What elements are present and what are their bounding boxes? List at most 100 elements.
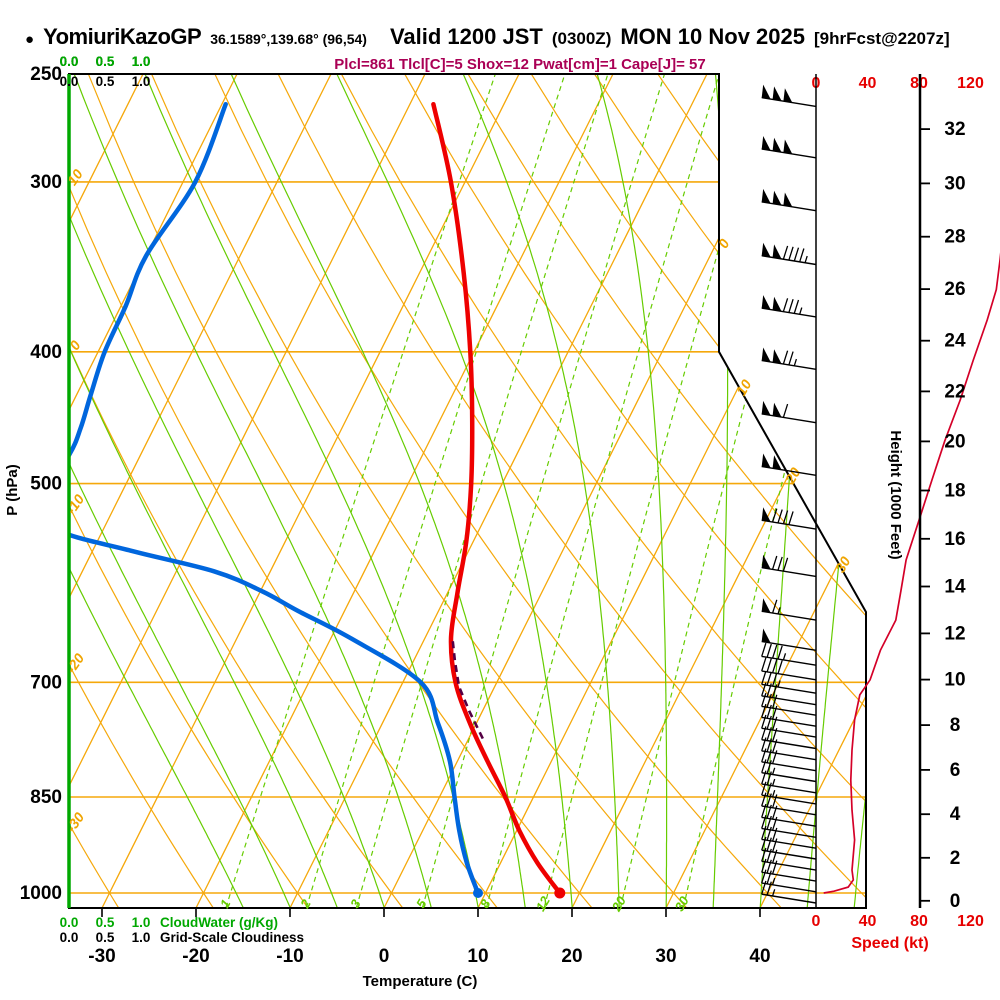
valid-time: Valid 1200 JST (389, 24, 543, 49)
svg-text:Height (1000 Feet): Height (1000 Feet) (887, 430, 904, 559)
bullet-icon: ● (25, 31, 35, 48)
valid-date: MON 10 Nov 2025 (620, 24, 805, 49)
svg-text:0.5: 0.5 (96, 74, 115, 89)
svg-text:CloudWater (g/Kg): CloudWater (g/Kg) (160, 915, 278, 930)
svg-text:-20: -20 (182, 946, 209, 967)
surface-temp-dot (554, 887, 566, 899)
svg-text:24: 24 (944, 331, 966, 352)
svg-text:-20: -20 (63, 650, 88, 676)
cloudwater-scale-bottom: 0.0 0.5 1.0 CloudWater (g/Kg) (60, 915, 278, 930)
svg-text:4: 4 (950, 804, 961, 825)
svg-text:1.0: 1.0 (132, 54, 151, 69)
svg-text:26: 26 (944, 279, 965, 300)
svg-text:20: 20 (944, 431, 965, 452)
svg-text:12: 12 (533, 893, 554, 914)
cloudiness-scale-top: 0.0 0.5 1.0 (60, 74, 151, 89)
svg-text:1.0: 1.0 (132, 915, 151, 930)
station-coordinates: 36.1589°,139.68° (96,54) (210, 31, 367, 47)
svg-text:0: 0 (715, 236, 733, 251)
svg-text:1.0: 1.0 (132, 54, 151, 69)
svg-text:0.5: 0.5 (96, 915, 115, 930)
svg-text:10: 10 (467, 946, 488, 967)
svg-text:1.0: 1.0 (132, 54, 151, 69)
svg-text:8: 8 (950, 715, 961, 736)
forecast-hour: [9hrFcst@2207z] (814, 29, 950, 48)
svg-text:10: 10 (64, 166, 86, 188)
svg-text:300: 300 (30, 172, 62, 193)
svg-text:32: 32 (944, 119, 965, 140)
dewpoint-curve (69, 101, 481, 896)
svg-text:0: 0 (379, 946, 390, 967)
surface-dewpoint-dot (473, 888, 483, 898)
mixing-ratio-lines (225, 74, 866, 908)
svg-text:120: 120 (957, 913, 984, 930)
svg-text:40: 40 (859, 913, 877, 930)
svg-text:0.0: 0.0 (60, 930, 79, 945)
svg-text:850: 850 (30, 787, 62, 808)
svg-text:30: 30 (655, 946, 676, 967)
isobar-lines (69, 181, 866, 894)
svg-text:-10: -10 (276, 946, 303, 967)
wind-barbs (761, 84, 817, 904)
svg-text:Temperature (C): Temperature (C) (363, 973, 478, 990)
cloudwater-axis: 0.0 0.5 1.00.0 0.5 1.0 (60, 54, 151, 69)
svg-text:12: 12 (944, 623, 965, 644)
plot-area (69, 74, 866, 908)
svg-text:2: 2 (297, 896, 314, 911)
svg-text:1.0: 1.0 (132, 930, 151, 945)
svg-text:40: 40 (859, 75, 877, 92)
temperature-curve (431, 101, 563, 896)
svg-text:6: 6 (950, 760, 961, 781)
svg-text:20: 20 (561, 946, 582, 967)
svg-text:1.0: 1.0 (132, 74, 151, 89)
svg-text:0.5: 0.5 (96, 54, 115, 69)
svg-text:30: 30 (832, 554, 854, 576)
svg-text:0.0: 0.0 (60, 54, 79, 69)
wind-speed-curve (823, 252, 1000, 894)
svg-text:250: 250 (30, 64, 62, 85)
svg-text:2: 2 (950, 848, 961, 869)
svg-text:22: 22 (944, 381, 965, 402)
cloudiness-scale-bottom: 0.0 0.5 1.0 Grid-Scale Cloudiness (60, 930, 304, 945)
svg-text:0.5: 0.5 (96, 54, 115, 69)
svg-text:0: 0 (950, 891, 961, 912)
speed-axis: 0040408080120120Speed (kt) (812, 75, 984, 952)
svg-text:0.0: 0.0 (60, 54, 79, 69)
station-name: YomiuriKazoGP (43, 24, 202, 49)
svg-text:Speed (kt): Speed (kt) (851, 935, 928, 952)
plot-frame (68, 73, 867, 909)
svg-text:0.0: 0.0 (60, 915, 79, 930)
svg-text:700: 700 (30, 672, 62, 693)
svg-text:-30: -30 (63, 809, 88, 835)
svg-text:400: 400 (30, 342, 62, 363)
svg-text:28: 28 (944, 227, 965, 248)
svg-text:0.5: 0.5 (96, 54, 115, 69)
svg-text:P (hPa): P (hPa) (4, 464, 21, 515)
svg-text:14: 14 (944, 576, 966, 597)
moist-adiabat-lines (69, 74, 866, 908)
svg-text:10: 10 (944, 670, 965, 691)
temperature-axis: -30 -20 -10 0 10 20 30 40 Temperature (C) (88, 908, 771, 990)
svg-text:10: 10 (733, 377, 755, 399)
stability-indices: Plcl=861 Tlcl[C]=5 Shox=12 Pwat[cm]=1 Ca… (334, 56, 706, 73)
svg-text:30: 30 (672, 893, 693, 914)
zulu-time: (0300Z) (551, 29, 612, 48)
svg-text:16: 16 (944, 529, 965, 550)
svg-text:1000: 1000 (20, 883, 62, 904)
svg-text:20: 20 (608, 893, 629, 915)
svg-text:80: 80 (910, 913, 928, 930)
chart-title: ● YomiuriKazoGP 36.1589°,139.68° (96,54)… (25, 24, 950, 50)
svg-text:18: 18 (944, 480, 965, 501)
svg-text:40: 40 (749, 946, 770, 967)
svg-text:-30: -30 (88, 946, 115, 967)
svg-text:0: 0 (812, 913, 821, 930)
svg-text:120: 120 (957, 75, 984, 92)
svg-text:0.0: 0.0 (60, 74, 79, 89)
pressure-axis: 250 300 400 500 700 850 1000 P (hPa) (4, 64, 62, 904)
cloudwater-scale-top: 0.0 0.5 1.0 (60, 54, 151, 69)
svg-text:0.0: 0.0 (60, 54, 79, 69)
